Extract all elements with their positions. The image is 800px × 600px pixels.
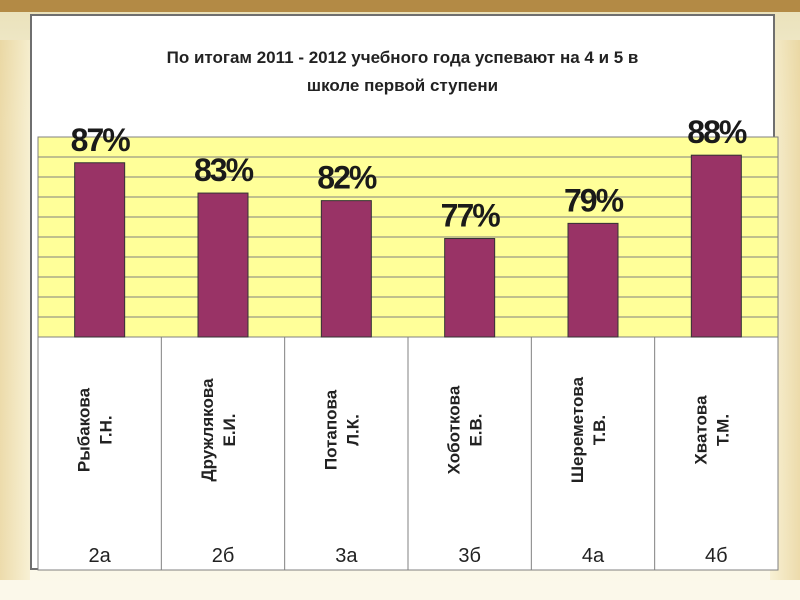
category-label: Шереметова Т.В. [568, 376, 609, 483]
chart-title-line-1: По итогам 2011 - 2012 учебного года успе… [166, 48, 639, 67]
data-label: 79% [564, 182, 624, 218]
category-name-line: Г.Н. [97, 415, 116, 444]
category-name-line: Т.В. [590, 415, 609, 445]
category-class-label: 2б [212, 545, 235, 567]
data-label: 83% [194, 152, 254, 188]
category-name-line: Е.И. [220, 413, 239, 446]
category-name-line: Т.М. [713, 414, 732, 446]
category-name-line: Л.К. [343, 414, 362, 446]
chart-title: По итогам 2011 - 2012 учебного года успе… [30, 44, 775, 100]
category-class-label: 3б [458, 545, 481, 567]
category-name-line: Дружлякова [198, 378, 217, 482]
category-name-line: Хоботкова [445, 385, 464, 474]
chart-title-line-2: школе первой ступени [306, 76, 499, 95]
data-label: 87% [71, 122, 131, 158]
bar [74, 162, 126, 338]
bar [690, 154, 742, 338]
bar [444, 238, 496, 338]
category-class-label: 2а [89, 545, 112, 567]
bar [567, 222, 619, 338]
bar [320, 200, 372, 338]
category-name-line: Потапова [321, 389, 340, 470]
slide-top-band [0, 0, 800, 12]
category-class-label: 4а [582, 545, 605, 567]
left-decoration [0, 40, 30, 580]
category-name-line: Рыбакова [75, 387, 94, 472]
data-label: 82% [317, 160, 377, 196]
data-label: 77% [441, 198, 501, 234]
category-label: Дружлякова Е.И. [198, 378, 239, 482]
category-class-label: 3а [335, 545, 358, 567]
category-label: Хоботкова Е.В. [445, 385, 486, 474]
category-label: Рыбакова Г.Н. [75, 387, 116, 472]
category-name-line: Хватова [691, 395, 710, 465]
category-label: Потапова Л.К. [321, 389, 362, 470]
bar [197, 192, 249, 338]
data-label: 88% [687, 114, 747, 150]
category-name-line: Шереметова [568, 376, 587, 483]
category-class-label: 4б [705, 545, 728, 567]
category-name-line: Е.В. [467, 413, 486, 446]
category-label: Хватова Т.М. [691, 395, 732, 465]
